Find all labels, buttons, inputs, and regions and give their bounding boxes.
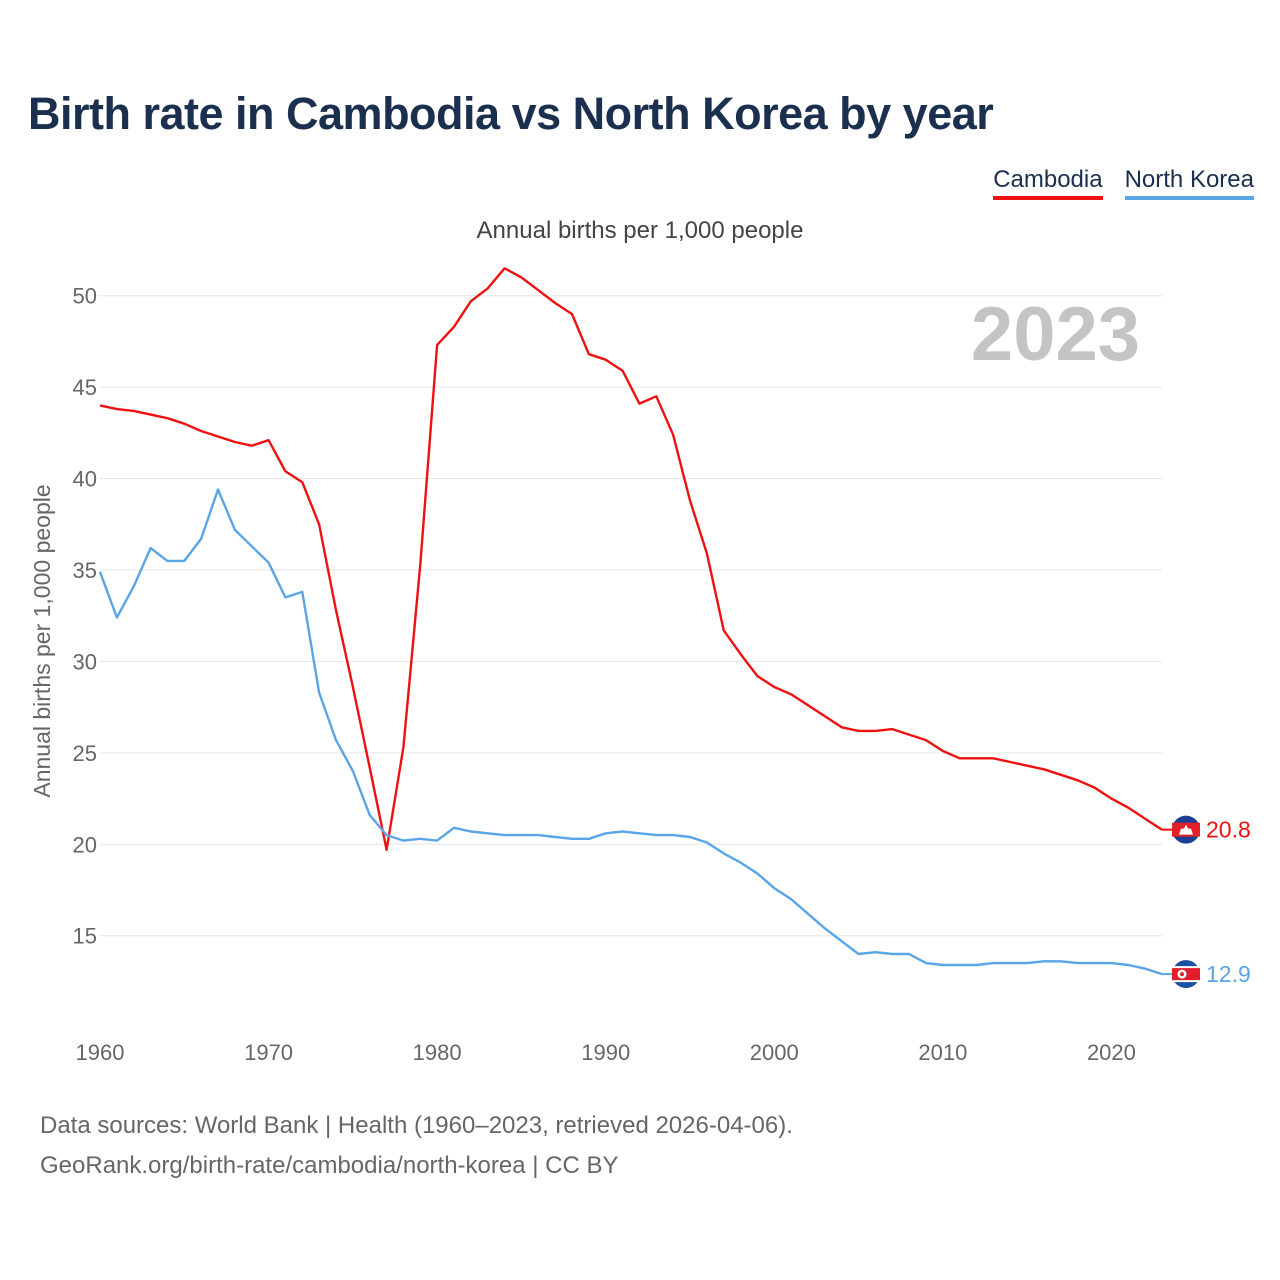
series-line-cambodia (99, 267, 1163, 851)
footer: Data sources: World Bank | Health (1960–… (40, 1106, 793, 1186)
y-tick-label: 30 (73, 649, 97, 674)
x-tick-label: 2020 (1087, 1040, 1136, 1065)
year-watermark: 2023 (971, 292, 1140, 377)
x-tick-label: 2000 (750, 1040, 799, 1065)
legend-item-north-korea[interactable]: North Korea (1124, 166, 1254, 200)
y-tick-label: 35 (73, 558, 97, 583)
x-tick-label: 1990 (581, 1040, 630, 1065)
footer-sources: Data sources: World Bank | Health (1960–… (40, 1112, 793, 1139)
legend: Cambodia North Korea (993, 166, 1254, 200)
star-icon (1180, 972, 1184, 977)
x-tick-label: 1970 (244, 1040, 293, 1065)
x-tick-label: 1960 (76, 1040, 125, 1065)
end-value-label: 12.9 (1206, 961, 1251, 987)
y-tick-label: 50 (73, 284, 97, 309)
end-value-label: 20.8 (1206, 817, 1251, 843)
x-tick-label: 1980 (413, 1040, 462, 1065)
y-tick-label: 45 (73, 375, 97, 400)
chart-title: Birth rate in Cambodia vs North Korea by… (28, 88, 994, 139)
y-tick-label: 25 (73, 741, 97, 766)
y-tick-label: 40 (73, 467, 97, 492)
legend-item-cambodia[interactable]: Cambodia (993, 166, 1103, 200)
y-tick-label: 20 (73, 832, 97, 857)
series-line-north-korea (98, 488, 1163, 976)
angkor-wat-icon (1179, 824, 1193, 835)
x-tick-label: 2010 (918, 1040, 967, 1065)
chart-subtitle: Annual births per 1,000 people (476, 217, 804, 244)
footer-link[interactable]: GeoRank.org/birth-rate/cambodia/north-ko… (40, 1152, 619, 1179)
y-axis-label: Annual births per 1,000 people (29, 484, 55, 797)
y-tick-label: 15 (73, 924, 97, 949)
